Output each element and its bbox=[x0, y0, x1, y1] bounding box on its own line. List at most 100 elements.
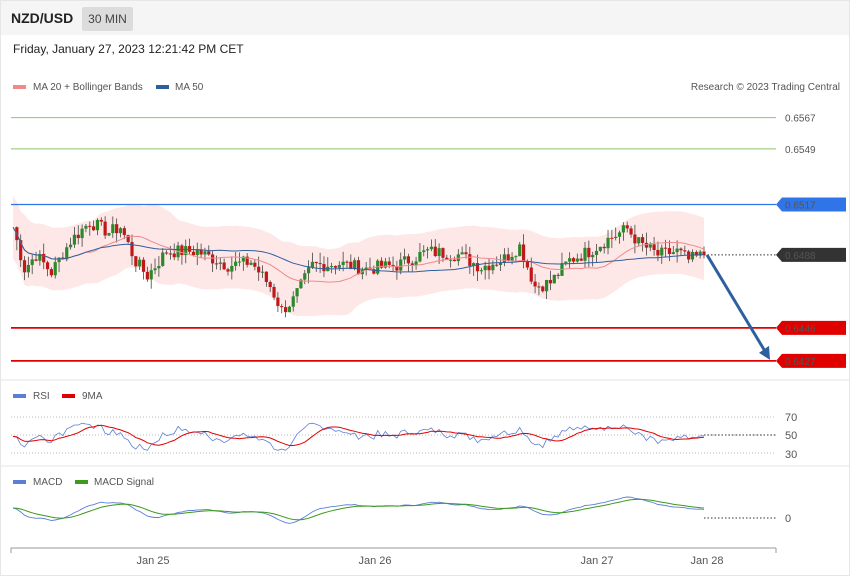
candle-body bbox=[230, 265, 234, 272]
macd-signal-line bbox=[12, 498, 705, 521]
candle-body bbox=[418, 251, 422, 262]
x-label-jan25: Jan 25 bbox=[136, 555, 169, 567]
candle-body bbox=[383, 261, 387, 268]
candle-body bbox=[92, 226, 96, 231]
candle-body bbox=[372, 269, 376, 274]
legend-swatch-macd-signal bbox=[75, 480, 88, 484]
candle bbox=[364, 262, 368, 276]
candle-body bbox=[295, 288, 299, 297]
candle-body bbox=[675, 248, 679, 253]
candle-body bbox=[337, 265, 341, 268]
candle-body bbox=[80, 228, 84, 239]
candle bbox=[237, 252, 242, 267]
candle bbox=[161, 248, 165, 267]
candle bbox=[42, 243, 46, 270]
candle-body bbox=[598, 246, 602, 251]
candle-body bbox=[164, 252, 169, 254]
candle bbox=[180, 243, 184, 265]
candle-body bbox=[479, 270, 483, 272]
candle bbox=[272, 283, 276, 301]
candle-body bbox=[518, 244, 522, 257]
rsi-legend: RSI 9MA bbox=[13, 391, 103, 402]
candlesticks bbox=[15, 216, 706, 318]
candle-body bbox=[514, 256, 518, 258]
x-label-jan28: Jan 28 bbox=[690, 555, 723, 567]
candle bbox=[644, 232, 649, 256]
candle-body bbox=[410, 263, 414, 265]
macd-legend: MACD MACD Signal bbox=[13, 477, 154, 488]
candle-body bbox=[525, 261, 530, 268]
candle-body bbox=[621, 225, 625, 233]
candle bbox=[322, 256, 326, 278]
rsi-level-50: 50 bbox=[785, 430, 797, 442]
candle bbox=[253, 259, 257, 271]
candle bbox=[234, 251, 238, 271]
candle-body bbox=[495, 264, 499, 266]
candle-body bbox=[606, 237, 610, 249]
candle bbox=[552, 274, 556, 284]
candle-body bbox=[679, 248, 683, 251]
candle-body bbox=[19, 240, 23, 261]
candle bbox=[276, 292, 280, 312]
candle bbox=[115, 218, 119, 243]
candle bbox=[429, 239, 434, 252]
level-0-6517-tag bbox=[776, 197, 846, 212]
rsi-panel bbox=[11, 416, 776, 454]
candle-body bbox=[95, 219, 100, 231]
candle bbox=[702, 246, 706, 259]
candle-body bbox=[629, 228, 633, 235]
candle bbox=[19, 234, 23, 268]
candle-body bbox=[241, 256, 245, 262]
candle-body bbox=[575, 258, 579, 262]
candle-body bbox=[349, 261, 353, 270]
candle bbox=[345, 260, 349, 269]
candle bbox=[241, 255, 245, 271]
rsi-line bbox=[12, 422, 704, 451]
candle-body bbox=[625, 225, 629, 229]
candle-body bbox=[683, 250, 687, 252]
candle-body bbox=[640, 237, 645, 243]
candle bbox=[134, 255, 138, 273]
candle bbox=[287, 305, 291, 313]
candle bbox=[57, 257, 61, 273]
candle bbox=[149, 263, 153, 289]
candle bbox=[191, 245, 196, 257]
candle bbox=[222, 258, 226, 271]
candle bbox=[249, 260, 253, 266]
candle-body bbox=[426, 249, 430, 251]
candle bbox=[606, 229, 610, 255]
candle-body bbox=[353, 260, 357, 270]
candle-body bbox=[249, 262, 253, 265]
candle bbox=[145, 266, 149, 282]
candle bbox=[111, 216, 115, 238]
candle bbox=[690, 249, 695, 262]
candle-body bbox=[483, 265, 487, 271]
timeframe-button[interactable]: 30 MIN bbox=[82, 7, 133, 31]
candle bbox=[264, 271, 268, 287]
candle bbox=[460, 246, 464, 255]
candle-body bbox=[330, 266, 334, 268]
candle-body bbox=[414, 261, 418, 265]
candle bbox=[402, 248, 407, 265]
candle-body bbox=[406, 256, 411, 264]
candle bbox=[475, 254, 480, 281]
candle bbox=[157, 256, 161, 277]
rsi-level-30: 30 bbox=[785, 449, 797, 461]
candle-body bbox=[537, 286, 541, 288]
candle-body bbox=[38, 253, 42, 261]
candle bbox=[226, 267, 230, 276]
ma50-line bbox=[12, 226, 704, 273]
candle-body bbox=[441, 248, 445, 258]
candle-body bbox=[548, 279, 553, 284]
candle-body bbox=[529, 267, 533, 282]
macd-line bbox=[12, 496, 705, 524]
candle-body bbox=[268, 281, 272, 288]
candle-body bbox=[475, 263, 480, 272]
candle-body bbox=[226, 269, 230, 272]
candle-body bbox=[130, 242, 134, 257]
macd-zero-label: 0 bbox=[785, 513, 791, 525]
candle-body bbox=[76, 234, 80, 239]
candle bbox=[468, 246, 472, 274]
candle bbox=[26, 256, 30, 278]
candle-body bbox=[429, 246, 434, 250]
